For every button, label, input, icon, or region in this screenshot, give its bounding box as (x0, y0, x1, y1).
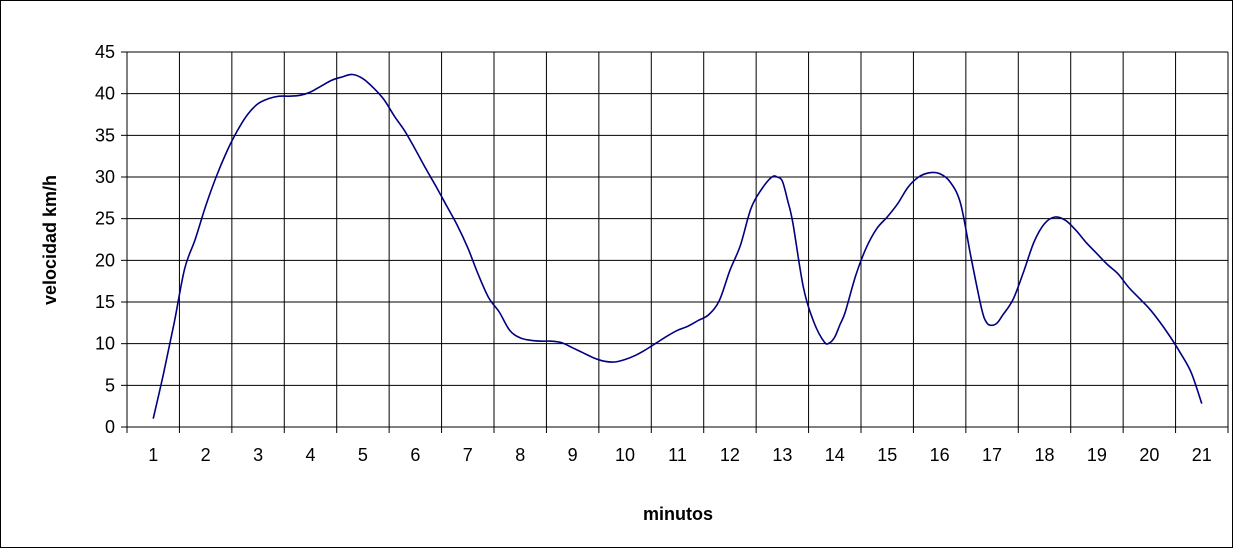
x-tick-label: 5 (358, 445, 368, 465)
x-tick-label: 17 (982, 445, 1002, 465)
x-tick-label: 18 (1034, 445, 1054, 465)
y-tick-label: 20 (95, 250, 115, 270)
x-tick-label: 14 (825, 445, 845, 465)
x-tick-label: 6 (410, 445, 420, 465)
y-tick-label: 0 (105, 417, 115, 437)
y-axis-title: velocidad km/h (40, 175, 60, 305)
y-tick-label: 30 (95, 167, 115, 187)
x-tick-label: 12 (720, 445, 740, 465)
series-layer (152, 73, 1203, 419)
y-tick-label: 5 (105, 375, 115, 395)
x-tick-label: 13 (772, 445, 792, 465)
x-tick-label: 15 (877, 445, 897, 465)
x-tick-label: 7 (463, 445, 473, 465)
x-tick-label: 16 (930, 445, 950, 465)
x-tick-label: 10 (615, 445, 635, 465)
x-tick-label: 20 (1139, 445, 1159, 465)
y-tick-label: 40 (95, 84, 115, 104)
axis-layer (121, 51, 1229, 433)
y-tick-label: 15 (95, 292, 115, 312)
x-axis-title: minutos (643, 504, 713, 524)
y-tick-label: 10 (95, 334, 115, 354)
y-tick-label: 35 (95, 125, 115, 145)
grid-layer (127, 51, 1229, 427)
x-tick-label: 19 (1087, 445, 1107, 465)
x-tick-label: 11 (668, 445, 687, 465)
y-tick-label: 45 (95, 42, 115, 62)
series-line (152, 73, 1203, 419)
x-tick-label: 1 (148, 445, 158, 465)
y-tick-label: 25 (95, 209, 115, 229)
x-tick-label: 3 (253, 445, 263, 465)
x-tick-label: 8 (515, 445, 525, 465)
x-tick-label: 9 (568, 445, 578, 465)
x-tick-label: 21 (1192, 445, 1212, 465)
x-tick-label: 2 (201, 445, 211, 465)
x-tick-label: 4 (305, 445, 315, 465)
